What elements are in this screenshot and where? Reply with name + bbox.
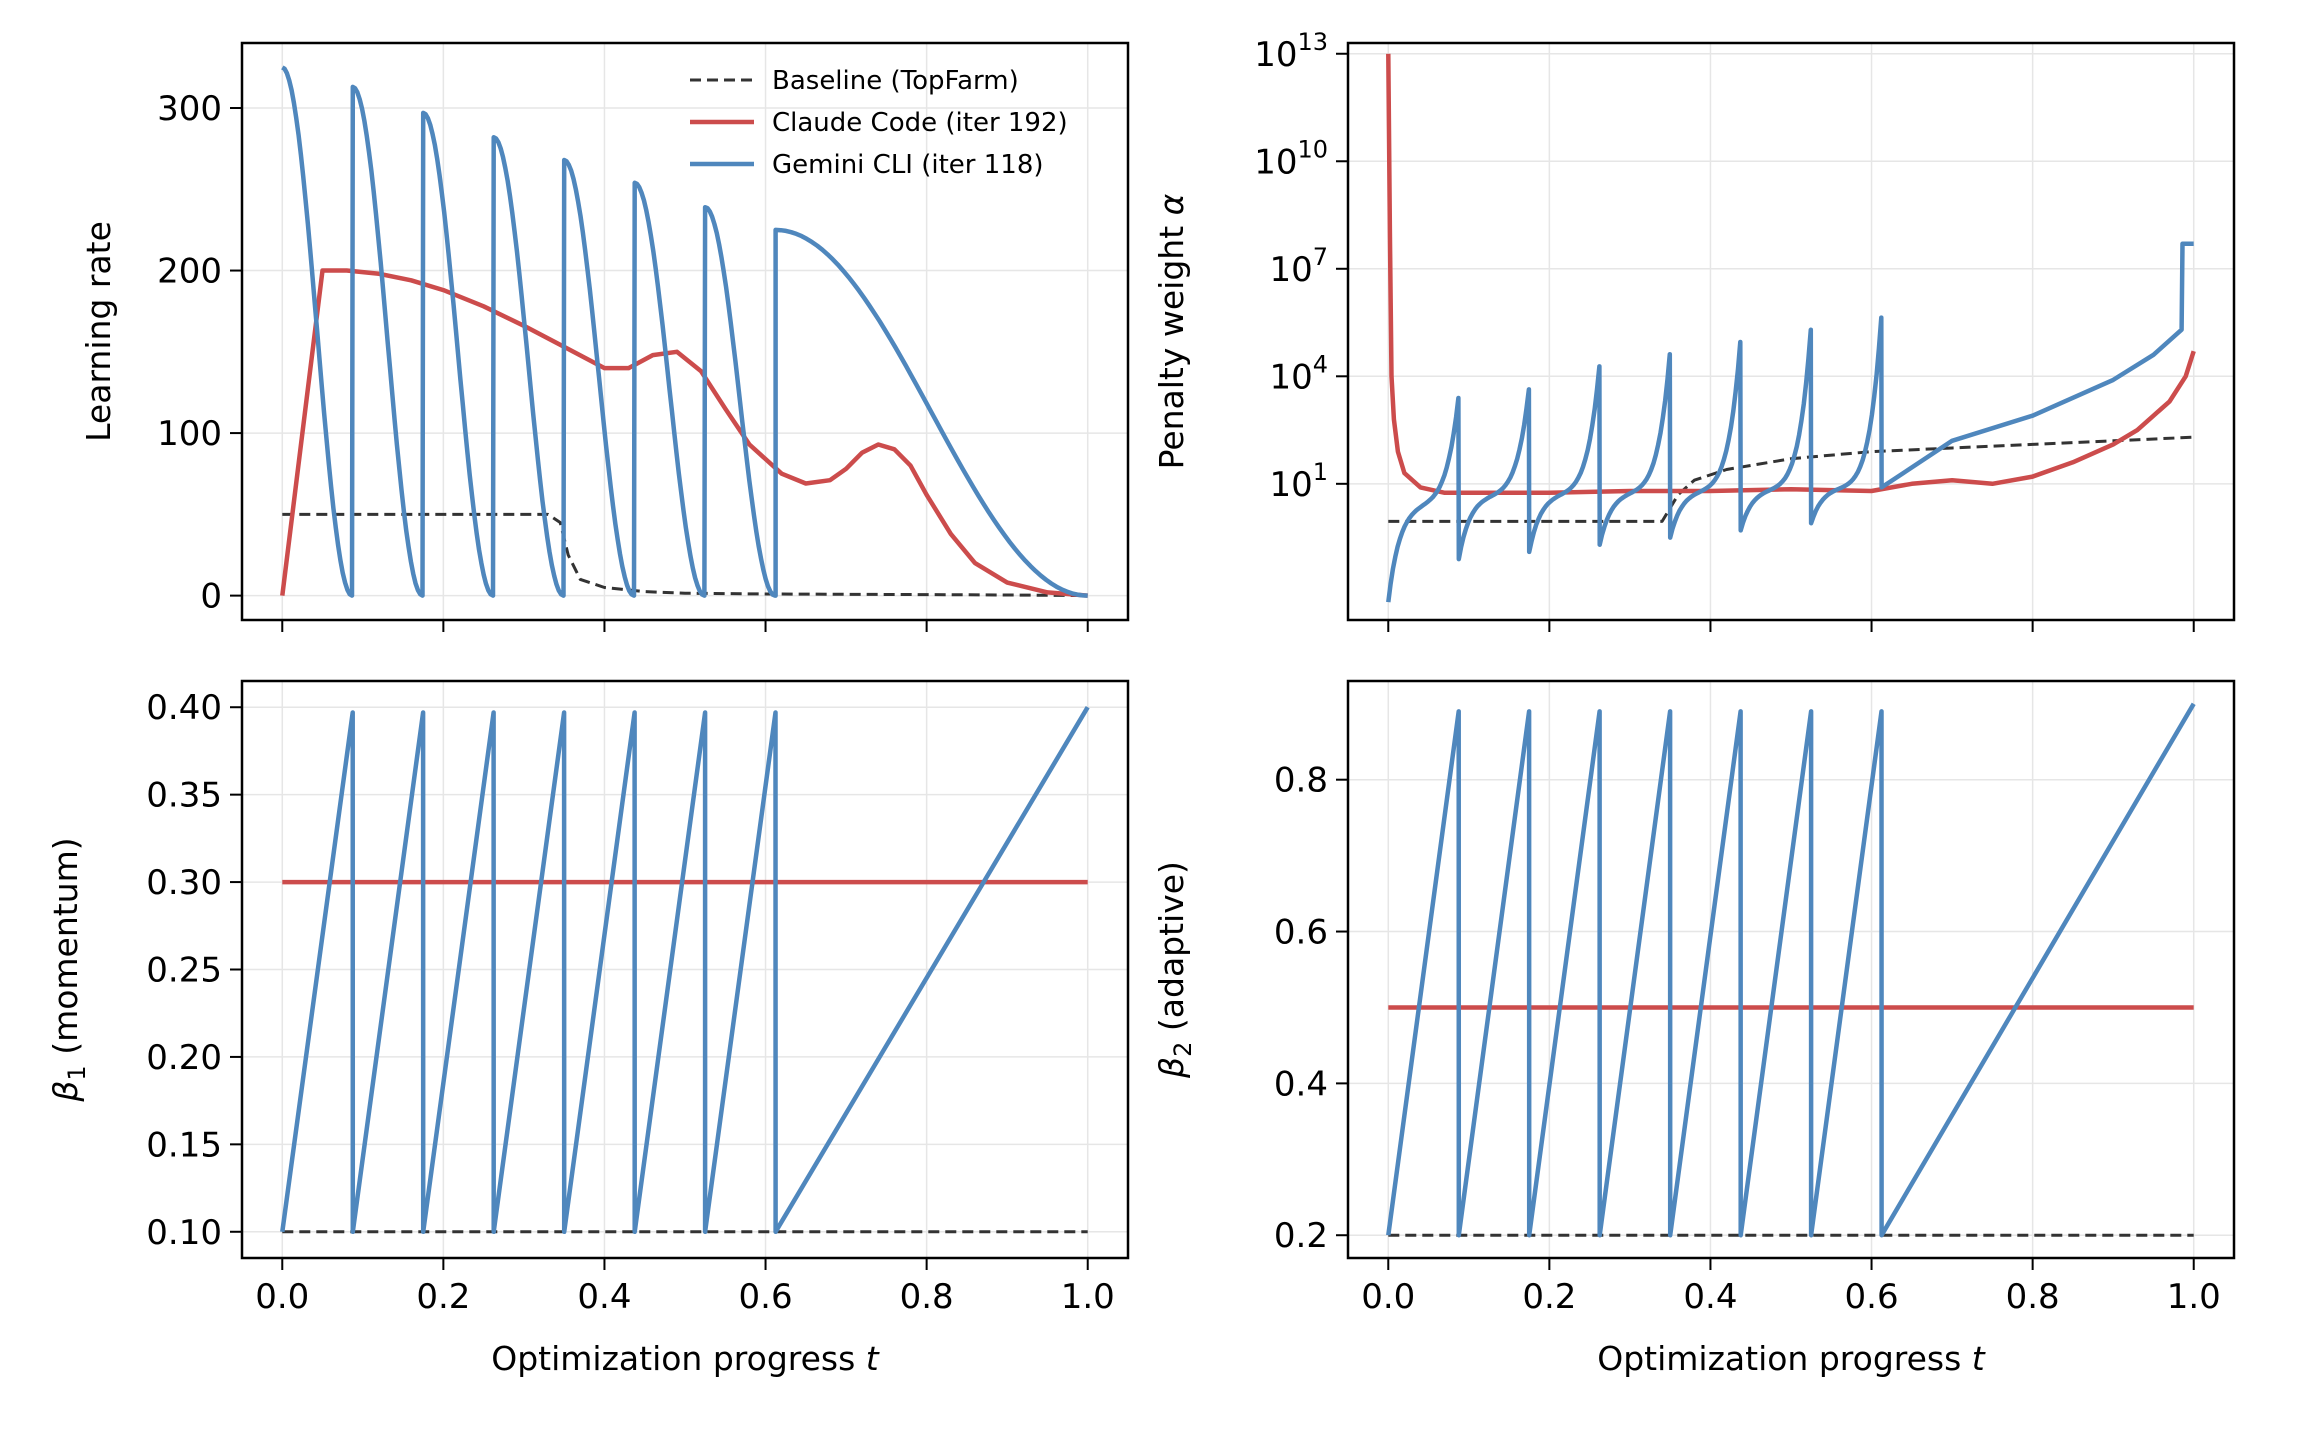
series-line-2: [1386, 702, 2196, 1238]
y-tick-label: 200: [157, 252, 222, 292]
x-tick-label: 0.6: [1845, 1277, 1899, 1317]
y-tick-label: 104: [1269, 350, 1328, 397]
series-line-0: [1388, 435, 2194, 523]
axes-frame: [240, 41, 1130, 622]
panel-bottom-right: 0.0 0.2 0.4 0.6 0.8 1.0 0.2 0.4 0.6 0.8 Optimizati…: [1152, 679, 2236, 1378]
x-tick-label: 0.2: [416, 1277, 470, 1317]
legend-label: Claude Code (iter 192): [772, 108, 1068, 138]
series-line-1: [280, 268, 1088, 598]
y-tick-label: 0.10: [146, 1213, 222, 1253]
y-tick-label: 0.30: [146, 863, 222, 903]
y-tick-label: 300: [157, 89, 222, 129]
y-tick-label: 1013: [1254, 28, 1328, 75]
x-tick-label: 0.0: [1361, 1277, 1415, 1317]
axes-frame: [1346, 41, 2236, 622]
y-tick-label: 0.40: [146, 688, 222, 728]
y-tick-label: 0.25: [146, 951, 222, 991]
x-axis-label: Optimization progress t: [1597, 1339, 1986, 1378]
panel-top-right: 101 104 107 1010 1013 Penalty weight α: [1152, 28, 2236, 632]
legend: Baseline (TopFarm) Claude Code (iter 192)…: [690, 66, 1068, 180]
y-tick-label: 0.8: [1274, 761, 1328, 801]
y-tick-label: 0.20: [146, 1038, 222, 1078]
series-line-2: [281, 65, 1088, 598]
x-tick-label: 0.0: [255, 1277, 309, 1317]
x-tick-label: 1.0: [1061, 1277, 1115, 1317]
series-line-0: [282, 512, 1088, 598]
y-axis-label: β2 (adaptive): [1152, 861, 1197, 1079]
y-tick-label: 100: [157, 414, 222, 454]
y-axis-label: Penalty weight α: [1152, 193, 1191, 469]
x-tick-label: 0.4: [577, 1277, 631, 1317]
y-axis-label: Learning rate: [79, 221, 118, 442]
y-tick-label: 107: [1269, 243, 1328, 290]
x-tick-label: 0.2: [1522, 1277, 1576, 1317]
y-tick-label: 0.35: [146, 776, 222, 816]
series-line-2: [1386, 241, 2194, 603]
series-line-2: [280, 706, 1090, 1235]
x-axis-label: Optimization progress t: [491, 1339, 880, 1378]
legend-label: Baseline (TopFarm): [772, 66, 1019, 96]
y-tick-label: 0.2: [1274, 1216, 1328, 1256]
y-tick-label: 101: [1269, 458, 1328, 505]
x-tick-label: 0.8: [2006, 1277, 2060, 1317]
x-tick-label: 0.4: [1683, 1277, 1737, 1317]
y-tick-label: 1010: [1254, 135, 1328, 182]
y-axis-label: β1 (momentum): [46, 837, 91, 1102]
panel-top-left: 0 100 200 300 Learning rate Baseline (TopFarm…: [79, 41, 1130, 632]
axes-frame: [1346, 679, 2236, 1260]
y-tick-label: 0: [200, 577, 222, 617]
panel-bottom-left: 0.0 0.2 0.4 0.6 0.8 1.0 0.10 0.15 0.20 0.25 0.30 0.…: [46, 679, 1130, 1378]
x-tick-label: 1.0: [2167, 1277, 2221, 1317]
y-tick-label: 0.4: [1274, 1064, 1328, 1104]
x-tick-label: 0.6: [739, 1277, 793, 1317]
legend-label: Gemini CLI (iter 118): [772, 150, 1044, 180]
x-tick-label: 0.8: [900, 1277, 954, 1317]
series-line-1: [1386, 53, 2196, 496]
y-tick-label: 0.6: [1274, 913, 1328, 953]
y-tick-label: 0.15: [146, 1125, 222, 1165]
